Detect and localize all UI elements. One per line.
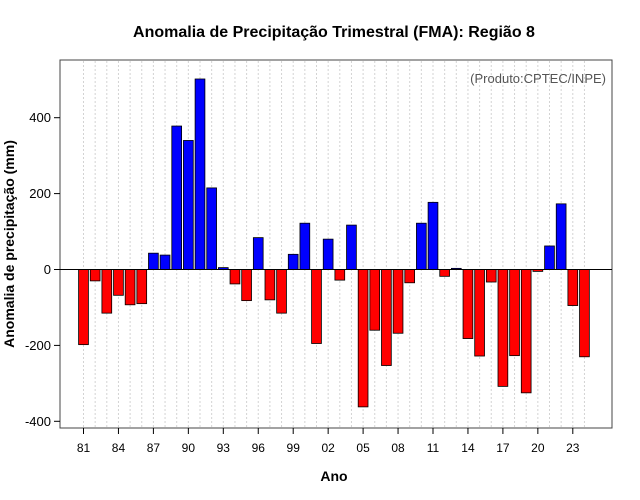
bar-1992: [206, 187, 217, 270]
bar-1981: [78, 269, 89, 346]
bar-2019: [520, 269, 532, 394]
bar-1995: [241, 269, 252, 302]
bar-2012: [439, 269, 450, 277]
chart-title: Anomalia de Precipitação Trimestral (FMA…: [133, 24, 535, 41]
bar-1987: [148, 252, 159, 270]
x-tick-label: 11: [427, 441, 440, 455]
bar-1997: [264, 269, 276, 301]
bar-2009: [404, 269, 415, 284]
bar-1999: [287, 253, 299, 270]
bar-2011: [427, 201, 439, 270]
grid-lines: [83, 61, 585, 427]
x-axis-label: Ano: [320, 468, 347, 484]
bar-1989: [171, 125, 183, 270]
bar-2008: [392, 269, 404, 334]
bar-2023: [567, 269, 579, 306]
bar-1990: [183, 140, 194, 270]
bar-2001: [311, 269, 322, 344]
bar-2007: [381, 269, 392, 366]
bar-2016: [485, 269, 497, 283]
x-tick-label: 02: [321, 441, 335, 455]
bar-2000: [299, 222, 311, 270]
bar-2005: [357, 269, 369, 408]
x-tick-label: 23: [566, 441, 580, 455]
plot-border: [59, 59, 613, 429]
x-tick-label: 17: [496, 441, 510, 455]
bar-2006: [369, 269, 381, 331]
x-tick-label: 05: [356, 441, 370, 455]
bar-2014: [462, 269, 474, 339]
bar-1988: [159, 254, 171, 270]
axes: -400 -200 0 200 400 81 84 87 90 93 96 99 02 05 08 11 14 1…: [25, 110, 580, 455]
x-tick-label: 14: [461, 441, 475, 455]
x-tick-label: 87: [147, 441, 161, 455]
bars: [78, 78, 590, 408]
x-tick-label: 90: [182, 441, 196, 455]
y-tick-label: 0: [44, 262, 51, 277]
x-tick-label: 93: [217, 441, 231, 455]
bar-2010: [416, 222, 427, 270]
y-tick-label: 200: [29, 186, 51, 201]
bar-2022: [555, 203, 567, 270]
bar-2003: [334, 269, 346, 281]
x-tick-label: 84: [112, 441, 126, 455]
bar-1991: [194, 78, 206, 270]
bar-1996: [252, 237, 264, 270]
bar-1994: [229, 269, 241, 285]
bar-2024: [579, 269, 590, 358]
bar-2004: [346, 224, 357, 270]
y-axis-label: Anomalia de precipitação (mm): [1, 140, 17, 348]
bar-2021: [544, 245, 555, 270]
bar-1998: [276, 269, 287, 314]
bar-2017: [497, 269, 509, 387]
x-tick-label: 20: [531, 441, 545, 455]
bar-1984: [113, 269, 124, 296]
x-tick-label: 81: [77, 441, 91, 455]
y-tick-label: -200: [25, 338, 51, 353]
x-tick-label: 96: [252, 441, 266, 455]
y-tick-label: 400: [29, 110, 51, 125]
x-tick-label: 99: [287, 441, 301, 455]
x-tick-label: 08: [391, 441, 405, 455]
bar-1982: [89, 269, 101, 282]
bar-2018: [509, 269, 520, 357]
y-tick-label: -400: [25, 414, 51, 429]
bar-1983: [101, 269, 113, 314]
bar-1986: [136, 269, 148, 305]
bar-2002: [322, 238, 334, 270]
source-annotation: (Produto:CPTEC/INPE): [470, 71, 606, 86]
bar-2015: [474, 269, 485, 357]
bar-1985: [124, 269, 136, 306]
